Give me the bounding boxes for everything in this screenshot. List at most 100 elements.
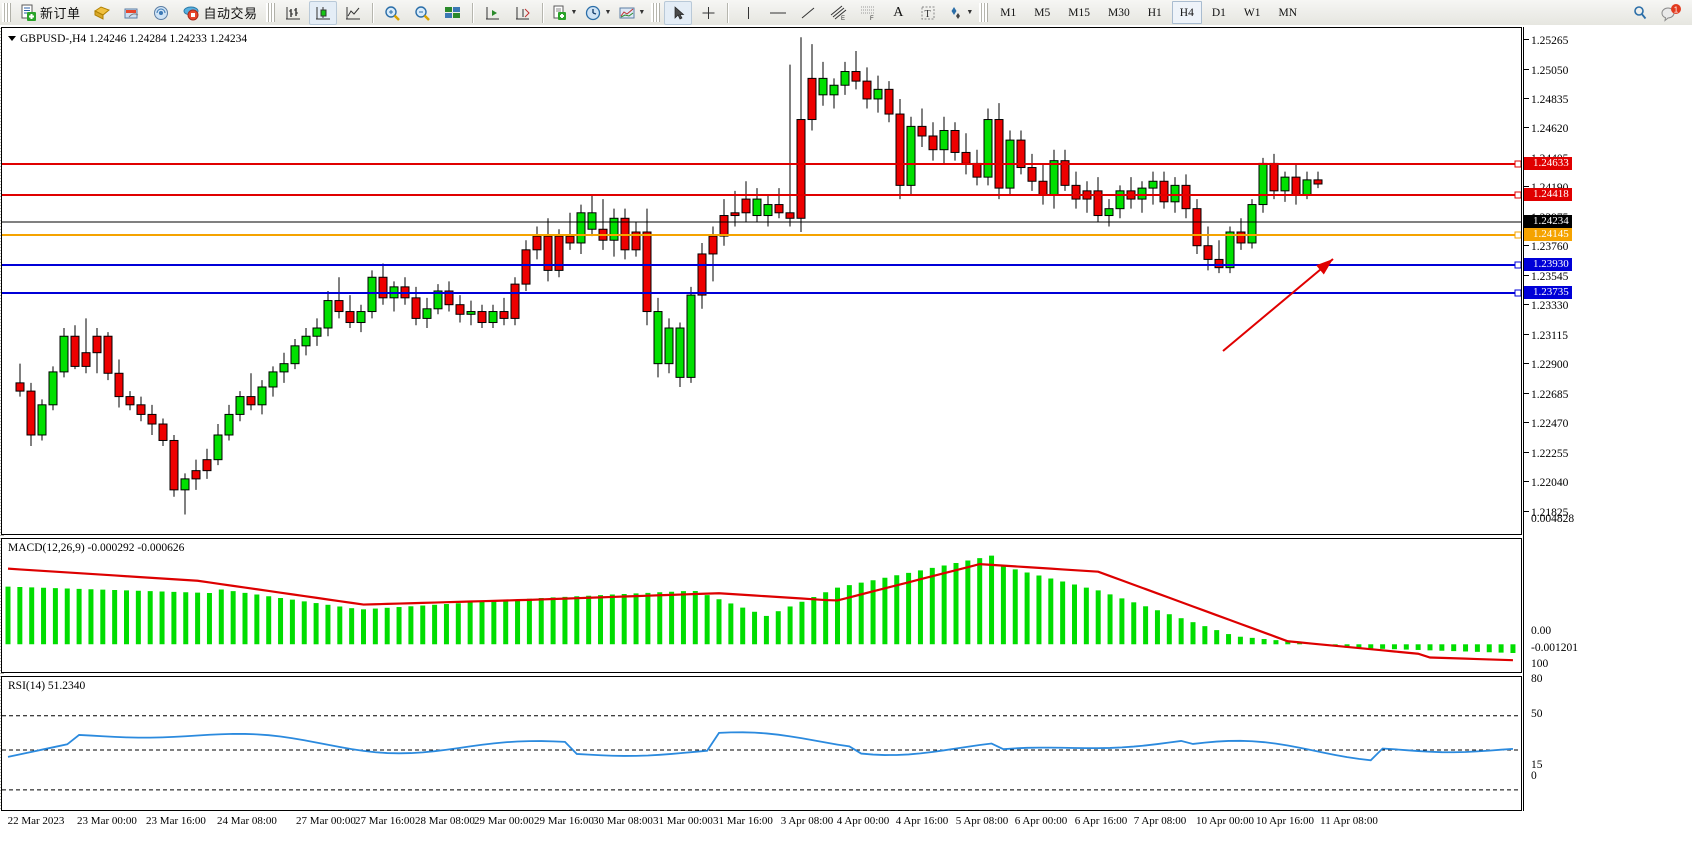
text-icon[interactable]: A xyxy=(893,4,904,20)
price-badge-resistance-2[interactable]: 1.24418 xyxy=(1524,188,1572,201)
toolbar-separator-4 xyxy=(727,2,730,23)
timeframe-h4[interactable]: H4 xyxy=(1171,1,1202,24)
price-tick: 1.23545 xyxy=(1524,271,1568,283)
chart-shift-icon[interactable] xyxy=(479,1,507,25)
price-tick: 1.25050 xyxy=(1524,65,1568,77)
price-tick: 1.22470 xyxy=(1524,418,1568,430)
search-icon[interactable] xyxy=(1627,1,1655,25)
time-tick: 29 Mar 00:00 xyxy=(474,815,534,827)
templates-icon[interactable]: ▼ xyxy=(549,1,581,25)
collapse-triangle-icon[interactable] xyxy=(8,36,16,41)
rsi-label: RSI(14) 51.2340 xyxy=(8,680,86,692)
timeframe-m15[interactable]: M15 xyxy=(1060,1,1098,24)
price-tick: 1.22685 xyxy=(1524,389,1568,401)
timeframe-m5[interactable]: M5 xyxy=(1026,1,1058,24)
zoom-out-icon[interactable] xyxy=(409,1,437,25)
toolbar-separator xyxy=(371,2,374,23)
hline-icon[interactable] xyxy=(764,1,792,25)
macd-pane[interactable]: MACD(12,26,9) -0.000292 -0.000626 xyxy=(1,538,1522,673)
vline-icon[interactable] xyxy=(734,1,762,25)
bar-chart-icon[interactable] xyxy=(279,1,307,25)
timeframe-w1[interactable]: W1 xyxy=(1236,1,1269,24)
price-pane[interactable]: GBPUSD-,H4 1.24246 1.24284 1.24233 1.242… xyxy=(1,27,1522,535)
bullish-trend-arrow[interactable] xyxy=(1222,258,1334,352)
price-badge-label: 1.23735 xyxy=(1533,286,1569,298)
time-tick: 22 Mar 2023 xyxy=(7,815,65,827)
rsi-pane[interactable]: RSI(14) 51.2340 xyxy=(1,676,1522,811)
timeframe-m30[interactable]: M30 xyxy=(1100,1,1138,24)
chevron-down-icon-3[interactable]: ▼ xyxy=(638,9,646,16)
toolbar-grip[interactable] xyxy=(2,3,11,22)
macd-tick: 0.00 xyxy=(1531,625,1552,637)
equidistant-icon[interactable]: E xyxy=(824,1,852,25)
time-tick: 11 Apr 08:00 xyxy=(1320,815,1378,827)
cursor-icon[interactable] xyxy=(664,0,693,25)
auto-scroll-icon[interactable] xyxy=(509,1,537,25)
shapes-icon[interactable]: ▼ xyxy=(944,1,976,25)
price-badge-label: 1.24234 xyxy=(1533,215,1569,227)
price-tick: 1.22040 xyxy=(1524,477,1568,489)
price-tick-label: 1.25050 xyxy=(1531,64,1569,77)
zoom-in-icon[interactable] xyxy=(379,1,407,25)
indicators-icon[interactable]: ▼ xyxy=(616,1,648,25)
price-badge-support-2[interactable]: 1.23735 xyxy=(1524,286,1572,299)
chevron-down-icon-4[interactable]: ▼ xyxy=(966,9,974,16)
price-badge-bid-price[interactable]: 1.24234 xyxy=(1524,215,1572,228)
rsi-tick: 50 xyxy=(1531,708,1543,720)
time-scale[interactable]: 22 Mar 2023 23 Mar 00:00 23 Mar 16:00 24 Ma… xyxy=(1,812,1692,834)
price-tick-label: 1.23545 xyxy=(1531,270,1569,283)
price-badge-resistance-1[interactable]: 1.24633 xyxy=(1524,157,1572,170)
crosshair-icon[interactable] xyxy=(694,1,722,25)
toolbar-grip-3[interactable] xyxy=(651,3,661,22)
new-order-button[interactable]: 新订单 xyxy=(15,1,86,25)
line-chart-icon[interactable] xyxy=(339,1,367,25)
price-tick-label: 1.22900 xyxy=(1531,359,1569,372)
price-tick: 1.24835 xyxy=(1524,94,1568,106)
time-tick: 4 Apr 00:00 xyxy=(836,815,890,827)
alert-icon[interactable]: 1 xyxy=(1657,1,1685,25)
price-badge-pivot-orange[interactable]: 1.24145 xyxy=(1524,228,1572,241)
macd-tick: -0.001201 xyxy=(1531,642,1578,654)
expert-advisor-button[interactable] xyxy=(88,1,116,25)
price-tick-label: 1.22470 xyxy=(1531,418,1569,431)
price-badge-support-1[interactable]: 1.23930 xyxy=(1524,258,1572,271)
price-tick: 1.22255 xyxy=(1524,448,1568,460)
timeframe-label: W1 xyxy=(1243,6,1261,19)
chevron-down-icon-2[interactable]: ▼ xyxy=(604,9,612,16)
toolbar-grip-2[interactable] xyxy=(265,3,275,22)
toolbar-separator-2 xyxy=(471,2,474,23)
price-badge-label: 1.24145 xyxy=(1533,228,1569,240)
price-tick-label: 1.22255 xyxy=(1531,447,1569,460)
price-tick: 1.22900 xyxy=(1524,359,1568,371)
candle-chart-icon[interactable] xyxy=(308,0,337,25)
data-window-button[interactable] xyxy=(118,1,146,25)
price-tick: 1.24620 xyxy=(1524,123,1568,135)
period-icon[interactable]: ▼ xyxy=(582,1,614,25)
timeframe-label: H4 xyxy=(1179,6,1194,19)
timeframe-h1[interactable]: H1 xyxy=(1140,1,1170,24)
time-tick: 4 Apr 16:00 xyxy=(895,815,949,827)
price-scale[interactable]: 1.252651.250501.248351.246201.244051.241… xyxy=(1523,27,1692,811)
time-tick: 24 Mar 08:00 xyxy=(217,815,277,827)
trendline-icon[interactable] xyxy=(794,1,822,25)
price-tick: 1.23115 xyxy=(1524,330,1568,342)
toolbar-grip-4[interactable] xyxy=(979,3,989,22)
chevron-down-icon[interactable]: ▼ xyxy=(570,9,578,16)
price-tick-label: 1.23760 xyxy=(1531,241,1569,254)
signals-button[interactable] xyxy=(148,1,176,25)
price-tick-label: 1.23330 xyxy=(1531,300,1569,313)
timeframe-d1[interactable]: D1 xyxy=(1204,1,1234,24)
autotrading-button[interactable]: 自动交易 xyxy=(178,1,263,25)
timeframe-m1[interactable]: M1 xyxy=(992,1,1024,24)
time-tick: 29 Mar 16:00 xyxy=(534,815,594,827)
toolbar-separator-3 xyxy=(541,2,544,23)
text-label-icon[interactable]: T xyxy=(914,1,942,25)
timeframe-label: H1 xyxy=(1147,6,1162,19)
price-tick: 1.21825 xyxy=(1524,507,1568,519)
price-badge-label: 1.23930 xyxy=(1533,258,1569,270)
timeframe-mn[interactable]: MN xyxy=(1271,1,1306,24)
fibonacci-icon[interactable]: F xyxy=(854,1,882,25)
chart-workspace[interactable]: GBPUSD-,H4 1.24246 1.24284 1.24233 1.242… xyxy=(0,25,1692,850)
price-tick-label: 1.24835 xyxy=(1531,94,1569,106)
tile-windows-icon[interactable] xyxy=(439,1,467,25)
